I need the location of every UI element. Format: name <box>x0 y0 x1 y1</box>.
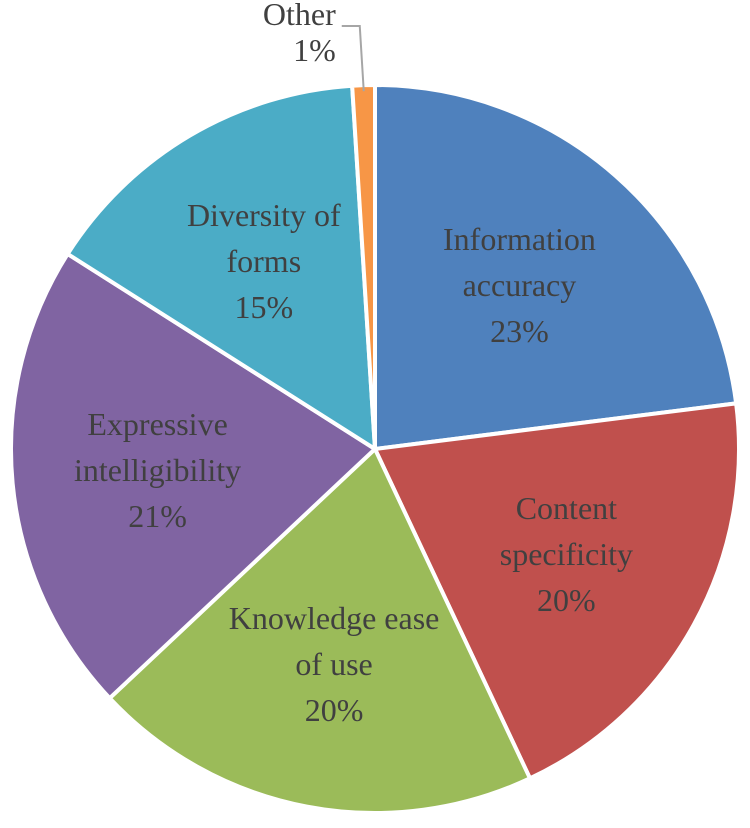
slice-label: Knowledge ease of use 20% <box>224 595 444 733</box>
value-label: 21% <box>128 497 187 534</box>
category-label: Knowledge ease of use <box>228 599 440 682</box>
category-label: Diversity of forms <box>186 197 341 279</box>
slice-label: Other 1% <box>263 0 336 68</box>
category-label: Expressive intelligibility <box>74 405 242 488</box>
slice-label: Information accuracy 23% <box>409 216 629 354</box>
category-label: Information accuracy <box>443 221 596 304</box>
slice-label: Expressive intelligibility 21% <box>48 401 268 539</box>
value-label: 23% <box>490 313 549 350</box>
value-label: 20% <box>304 691 364 728</box>
category-label: Other <box>262 0 336 32</box>
pie-slice <box>372 401 741 782</box>
value-label: 20% <box>537 582 596 619</box>
pie-slice <box>9 251 379 702</box>
pie-slice <box>373 82 739 452</box>
slice-label: Content specificity 20% <box>456 485 676 623</box>
category-label: Content specificity <box>499 490 634 573</box>
leader-line <box>341 25 365 92</box>
value-label: 15% <box>234 289 294 325</box>
pie-slice <box>106 445 533 815</box>
value-label: 1% <box>293 32 336 68</box>
slice-label: Diversity of forms 15% <box>154 192 374 330</box>
pie-slice <box>64 83 378 453</box>
